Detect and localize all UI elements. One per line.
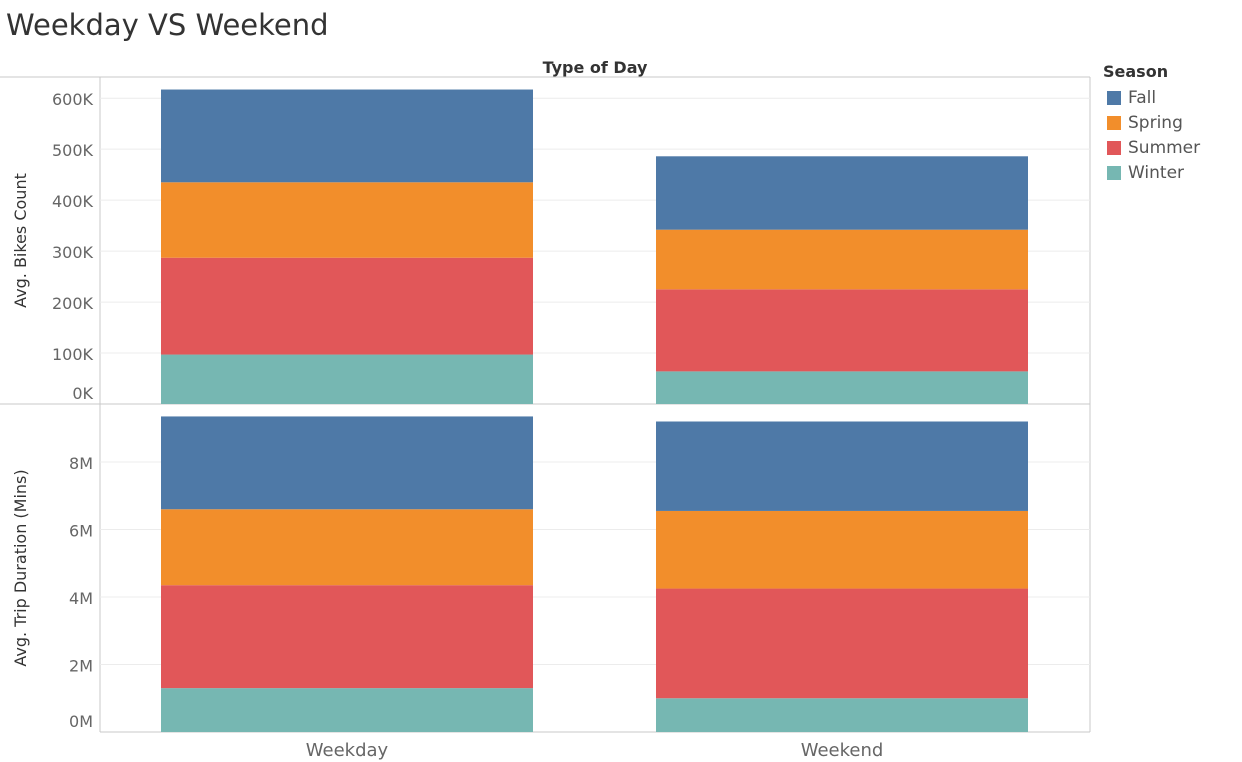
bar-segment-fall — [161, 416, 533, 510]
y-axis-title: Avg. Bikes Count — [11, 173, 30, 308]
y-tick-label: 500K — [52, 141, 94, 160]
legend-label: Fall — [1128, 87, 1157, 108]
bar-segment-spring — [161, 509, 533, 586]
bar-segment-winter — [656, 698, 1028, 732]
page-title: Weekday VS Weekend — [6, 8, 329, 42]
legend-swatch — [1107, 90, 1121, 105]
bar-segment-summer — [656, 289, 1028, 372]
legend-label: Summer — [1128, 137, 1201, 158]
bar-segment-summer — [656, 588, 1028, 699]
legend-swatch — [1107, 140, 1121, 155]
legend-label: Spring — [1128, 112, 1183, 133]
y-tick-label: 200K — [52, 294, 94, 313]
y-tick-label: 2M — [69, 657, 93, 676]
x-tick-label: Weekday — [306, 740, 389, 761]
legend-title: Season — [1103, 62, 1169, 81]
y-tick-label: 100K — [52, 345, 94, 364]
bar-segment-summer — [161, 257, 533, 355]
legend: Season Fall Spring Summer Winter — [1103, 62, 1238, 185]
y-tick-label: 6M — [69, 522, 93, 541]
legend-label: Winter — [1128, 162, 1185, 183]
bar-segment-winter — [656, 371, 1028, 404]
bar-segment-winter — [161, 688, 533, 732]
legend-item[interactable]: Winter — [1103, 160, 1238, 185]
y-tick-label: 4M — [69, 589, 93, 608]
bar-segment-spring — [161, 182, 533, 258]
y-axis-title: Avg. Trip Duration (Mins) — [11, 469, 30, 666]
bar-segment-winter — [161, 354, 533, 404]
y-tick-label: 8M — [69, 454, 93, 473]
bar-segment-spring — [656, 229, 1028, 290]
legend-swatch — [1107, 165, 1121, 180]
y-tick-label: 600K — [52, 90, 94, 109]
bar-segment-fall — [656, 156, 1028, 230]
y-tick-label: 300K — [52, 243, 94, 262]
bar-segment-summer — [161, 585, 533, 689]
legend-swatch — [1107, 115, 1121, 130]
legend-item[interactable]: Spring — [1103, 110, 1238, 135]
bar-segment-fall — [161, 89, 533, 183]
bar-segment-fall — [656, 421, 1028, 511]
y-tick-label: 400K — [52, 192, 94, 211]
legend-item[interactable]: Summer — [1103, 135, 1238, 160]
y-tick-label: 0K — [72, 384, 93, 403]
column-header: Type of Day — [543, 58, 648, 77]
x-tick-label: Weekend — [801, 740, 884, 761]
bar-segment-spring — [656, 510, 1028, 589]
y-tick-label: 0M — [69, 712, 93, 731]
legend-item[interactable]: Fall — [1103, 85, 1238, 110]
